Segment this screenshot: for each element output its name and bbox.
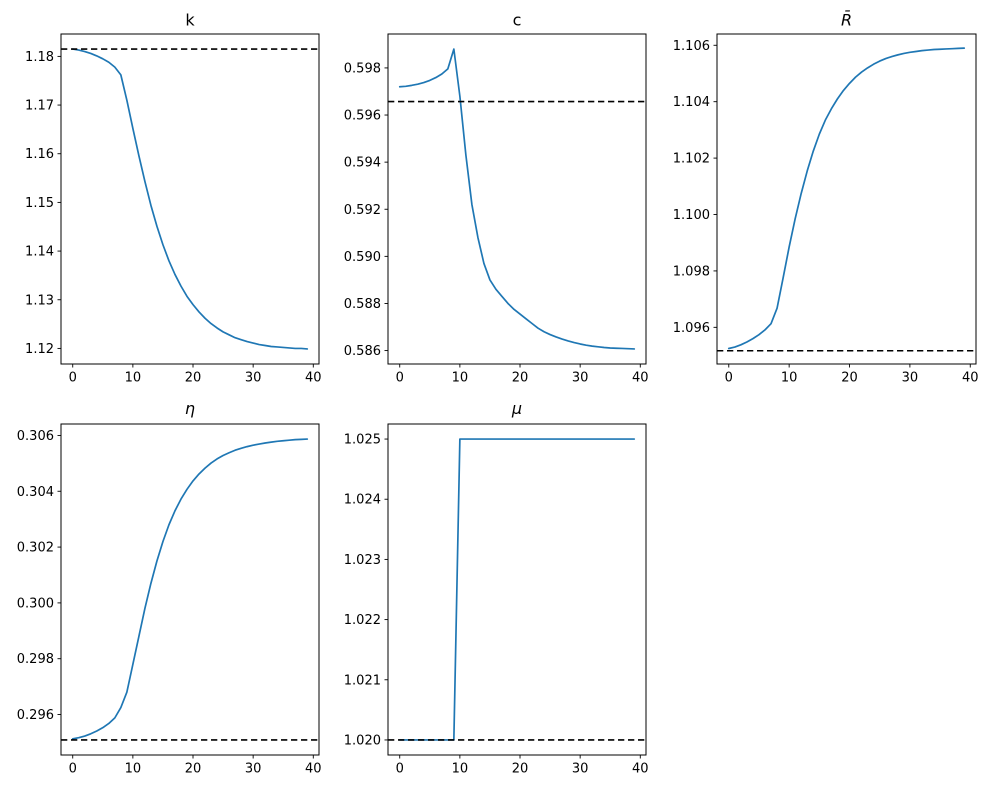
axes-frame-Rbar	[716, 33, 977, 365]
y-tick-label: 1.16	[25, 147, 54, 162]
y-tick-label: 1.12	[25, 342, 54, 357]
y-tick-label: 0.598	[344, 61, 381, 76]
y-tick-label: 1.100	[673, 208, 710, 223]
x-tick-label: 30	[245, 371, 262, 386]
x-tick-label: 20	[512, 762, 529, 777]
y-tick-label: 0.588	[344, 297, 381, 312]
x-tick-label: 10	[452, 762, 469, 777]
y-tick-label: 1.096	[673, 321, 710, 336]
y-tick-label: 0.586	[344, 344, 381, 359]
subplot-Rbar: 0 10 20 30 40 1.096 1.098 1.100 1.102 1.104 1.106	[673, 33, 979, 386]
y-tick-label: 0.300	[17, 596, 54, 611]
y-tick-label: 0.594	[344, 156, 381, 171]
subplot-c: 0 10 20 30 40 0.586 0.588 0.590 0.592 0.594 0.596 0…	[344, 33, 649, 386]
x-tick-label: 20	[512, 371, 529, 386]
x-tick-label: 0	[69, 762, 77, 777]
y-tick-label: 1.14	[25, 245, 54, 260]
x-tick-label: 40	[305, 371, 322, 386]
x-tick-label: 10	[125, 762, 142, 777]
y-tick-label: 1.102	[673, 152, 710, 167]
y-tick-label: 0.304	[17, 485, 54, 500]
axes-frame-eta	[60, 423, 320, 756]
y-tick-label: 1.18	[25, 50, 54, 65]
irf-line-mu	[398, 438, 636, 741]
y-tick-label: 0.592	[344, 203, 381, 218]
y-tick-label: 1.104	[673, 95, 710, 110]
y-tick-label: 1.098	[673, 264, 710, 279]
x-tick-label: 10	[781, 371, 798, 386]
y-tick-label: 1.17	[25, 99, 54, 114]
irf-line-eta	[71, 438, 309, 740]
x-tick-label: 0	[396, 762, 404, 777]
x-tick-label: 30	[245, 762, 262, 777]
x-tick-label: 0	[69, 371, 77, 386]
subplot-title-k: k	[185, 11, 195, 30]
y-tick-label: 1.022	[344, 613, 381, 628]
axes-frame-mu	[387, 423, 647, 756]
y-tick-label: 1.024	[344, 493, 381, 508]
irf-line-c	[398, 48, 636, 350]
x-tick-label: 30	[572, 371, 589, 386]
x-tick-label: 40	[632, 371, 649, 386]
x-tick-label: 30	[572, 762, 589, 777]
subplot-mu: 0 10 20 30 40 1.020 1.021 1.022 1.023 1.024 1.025	[344, 423, 649, 777]
x-tick-label: 10	[452, 371, 469, 386]
x-tick-label: 10	[125, 371, 142, 386]
x-tick-label: 0	[725, 371, 733, 386]
y-tick-label: 1.025	[344, 433, 381, 448]
subplots-group: 0 10 20 30 40 1.12 1.13 1.14 1.15 1.16 1.17 1.18 0 10…	[17, 33, 979, 777]
subplot-k: 0 10 20 30 40 1.12 1.13 1.14 1.15 1.16 1.17 1.18	[25, 33, 322, 386]
x-tick-label: 20	[841, 371, 858, 386]
y-tick-label: 0.306	[17, 429, 54, 444]
y-tick-label: 1.13	[25, 293, 54, 308]
subplot-title-mu: μ	[511, 399, 522, 418]
x-tick-label: 20	[185, 762, 202, 777]
y-tick-label: 0.590	[344, 250, 381, 265]
x-tick-label: 0	[396, 371, 404, 386]
y-tick-label: 1.020	[344, 733, 381, 748]
x-tick-label: 40	[305, 762, 322, 777]
y-tick-label: 0.296	[17, 708, 54, 723]
y-tick-label: 1.021	[344, 673, 381, 688]
subplot-title-eta: η	[185, 399, 195, 418]
subplot-title-c: c	[513, 11, 522, 30]
x-tick-label: 30	[902, 371, 919, 386]
irf-line-Rbar	[727, 47, 966, 350]
x-tick-label: 40	[962, 371, 979, 386]
subplot-title-rbar: R̄	[841, 11, 852, 30]
y-tick-label: 0.596	[344, 109, 381, 124]
x-tick-label: 20	[185, 371, 202, 386]
subplot-eta: 0 10 20 30 40 0.296 0.298 0.300 0.302 0.304 0.306	[17, 423, 322, 777]
irf-line-k	[71, 48, 309, 350]
y-tick-label: 0.302	[17, 541, 54, 556]
y-tick-label: 1.023	[344, 553, 381, 568]
y-tick-label: 0.298	[17, 652, 54, 667]
y-tick-label: 1.15	[25, 196, 54, 211]
x-tick-label: 40	[632, 762, 649, 777]
axes-frame-k	[60, 33, 320, 365]
y-tick-label: 1.106	[673, 39, 710, 54]
axes-frame-c	[387, 33, 647, 365]
